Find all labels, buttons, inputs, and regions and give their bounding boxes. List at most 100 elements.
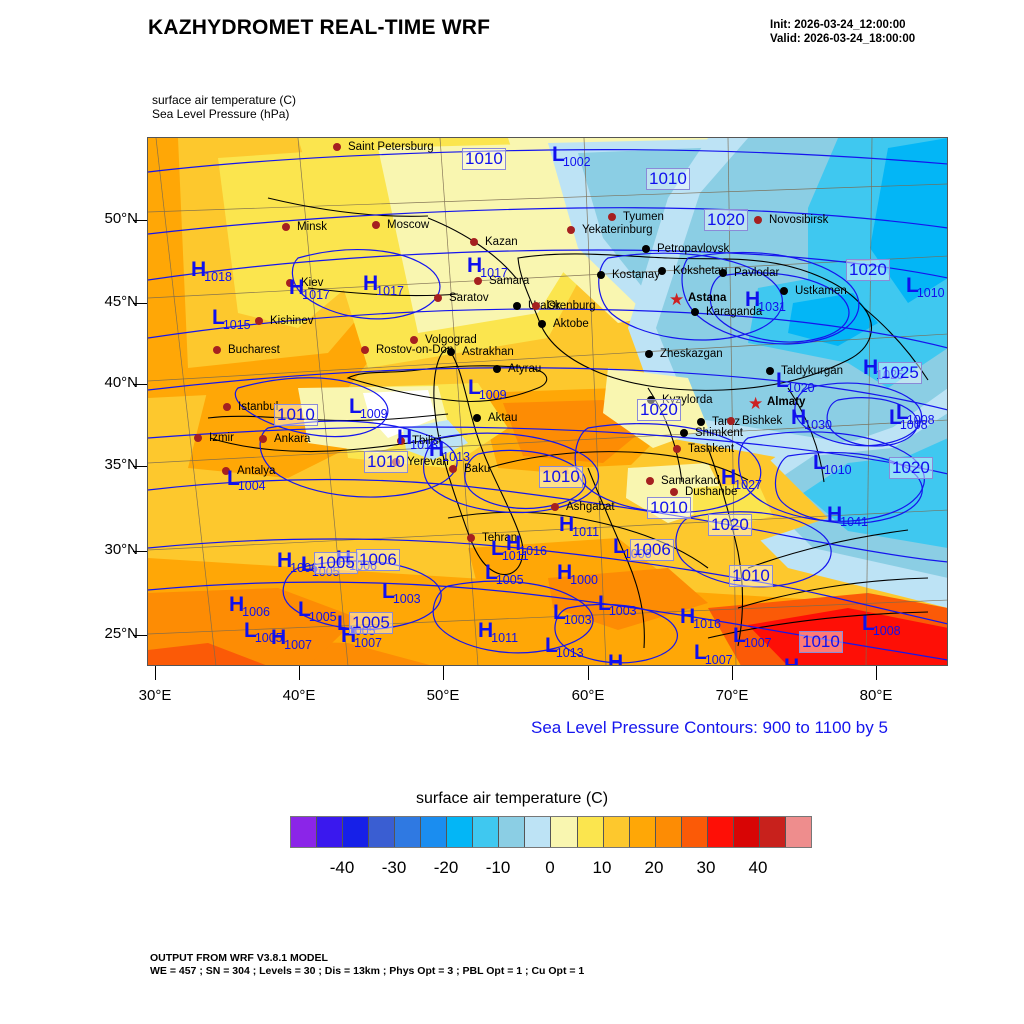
city-label: Volgograd	[425, 334, 477, 346]
city-dot-icon	[670, 488, 678, 496]
pressure-center-l: L1010	[813, 451, 853, 477]
pressure-symbol: L	[553, 601, 566, 624]
pressure-value: 1041	[840, 515, 868, 529]
pressure-value: 1015	[222, 318, 251, 332]
contour-label: 1006	[630, 539, 674, 561]
x-axis-label-5: 80°E	[859, 687, 893, 704]
city-dot-icon	[719, 269, 727, 277]
pressure-center-h: H1011	[559, 513, 600, 539]
x-axis-tick-0	[155, 666, 156, 680]
city-dot-icon	[223, 403, 231, 411]
pressure-symbol: H	[229, 593, 244, 616]
city-dot-icon	[213, 346, 221, 354]
pressure-value: 1010	[916, 286, 945, 300]
contour-label: 1010	[729, 565, 773, 587]
colorbar-swatch-18	[759, 817, 786, 847]
pressure-symbol: L	[298, 598, 311, 621]
colorbar-swatch-10	[551, 817, 578, 847]
pressure-symbol: H	[680, 605, 695, 628]
pressure-center-h: H1031	[745, 288, 787, 314]
pressure-value: 1005	[347, 624, 376, 638]
colorbar-title: surface air temperature (C)	[415, 790, 609, 807]
x-axis-label-4: 70°E	[715, 687, 749, 704]
colorbar-swatch-14	[655, 817, 682, 847]
footer-line-1: OUTPUT FROM WRF V3.8.1 MODEL	[150, 952, 328, 964]
y-axis-tick-1	[133, 303, 147, 304]
city-label: Kyzylorda	[662, 394, 713, 406]
pressure-center-l: L1020	[776, 369, 816, 395]
contour-label: 1020	[637, 399, 681, 421]
contour-label: 1010	[364, 451, 408, 473]
pressure-center-h: H1017	[467, 254, 509, 280]
city-dot-icon	[473, 414, 481, 422]
city-label: Astrakhan	[462, 346, 514, 358]
pressure-value: 1008	[899, 418, 928, 432]
city-dot-icon	[361, 346, 369, 354]
city-dot-icon	[645, 350, 653, 358]
pressure-center-l: L1007	[733, 624, 773, 650]
pressure-symbol: H	[791, 406, 806, 429]
footer-line-2: WE = 457 ; SN = 304 ; Levels = 30 ; Dis …	[150, 965, 585, 977]
pressure-value: 1008	[906, 413, 935, 427]
pressure-center-h: H1030	[791, 406, 833, 432]
y-axis-tick-4	[133, 551, 147, 552]
pressure-value: 1018	[204, 270, 232, 284]
pressure-symbol: L	[337, 612, 350, 635]
colorbar-tick-40: 40	[748, 858, 768, 877]
pressure-symbol: H	[745, 288, 760, 311]
city-label: Rostov-on-Don	[376, 344, 454, 356]
pressure-center-l: L1013	[545, 634, 585, 660]
x-axis-label-1: 40°E	[282, 687, 316, 704]
y-axis-label-3: 35°N	[104, 456, 138, 473]
pressure-center-l: L1007	[694, 641, 734, 665]
colorbar-swatch-6	[447, 817, 474, 847]
city-label: Samarkand	[661, 475, 720, 487]
slp-contour-caption: Sea Level Pressure Contours: 900 to 1100…	[531, 718, 888, 737]
pressure-value: 1030	[804, 418, 832, 432]
pressure-center-h: H1011	[478, 619, 519, 645]
colorbar-swatch-8	[499, 817, 526, 847]
pressure-value: 1000	[570, 573, 598, 587]
pressure-center-l: L1008	[896, 401, 936, 427]
pressure-center-h: H1007	[341, 624, 383, 650]
pressure-center-l: L1008	[889, 406, 929, 432]
pressure-symbol: H	[271, 626, 286, 649]
contour-label: 1005	[314, 552, 358, 574]
weather-map[interactable]: Saint Petersburg Minsk Moscow Kazan Samara Sa…	[147, 137, 948, 666]
pressure-symbol: H	[478, 619, 493, 642]
y-axis-tick-3	[133, 466, 147, 467]
pressure-symbol: H	[863, 356, 878, 379]
city-dot-icon	[680, 429, 688, 437]
city-label: Novosibirsk	[769, 214, 829, 226]
pressure-center-h: H1006	[608, 651, 650, 665]
pressure-value: 1007	[284, 638, 312, 652]
city-dot-icon	[658, 267, 666, 275]
contour-label: 1010	[462, 148, 506, 170]
city-label: Kokshetau	[673, 265, 728, 277]
city-label: Zheskazgan	[660, 348, 723, 360]
city-label: Kazan	[485, 236, 518, 248]
colorbar-swatch-2	[343, 817, 370, 847]
city-dot-icon	[470, 238, 478, 246]
pressure-center-l: L1005	[301, 553, 341, 579]
contour-label: 1010	[647, 497, 691, 519]
pressure-symbol: L	[301, 553, 314, 576]
pressure-symbol: L	[613, 535, 626, 558]
temperature-colorbar[interactable]	[290, 816, 812, 848]
pressure-value: 1016	[519, 544, 547, 558]
colorbar-swatch-12	[603, 817, 630, 847]
pressure-center-h: H1006	[229, 593, 271, 619]
pressure-center-h: H1027	[721, 466, 763, 492]
pressure-value: 1008	[872, 624, 901, 638]
pressure-symbol: L	[889, 406, 902, 429]
colorbar-tick--10: -10	[485, 858, 511, 877]
city-label: Orenburg	[547, 300, 596, 312]
pressure-symbol: L	[491, 537, 504, 560]
city-label: Kostanay	[612, 269, 660, 281]
y-axis-label-5: 25°N	[104, 625, 138, 642]
colorbar-tick--30: -30	[381, 858, 407, 877]
pressure-value: 1020	[786, 381, 815, 395]
pressure-center-l: L1003	[598, 592, 638, 618]
pressure-value: 1031	[758, 300, 786, 314]
pressure-center-l: L1009	[349, 395, 389, 421]
